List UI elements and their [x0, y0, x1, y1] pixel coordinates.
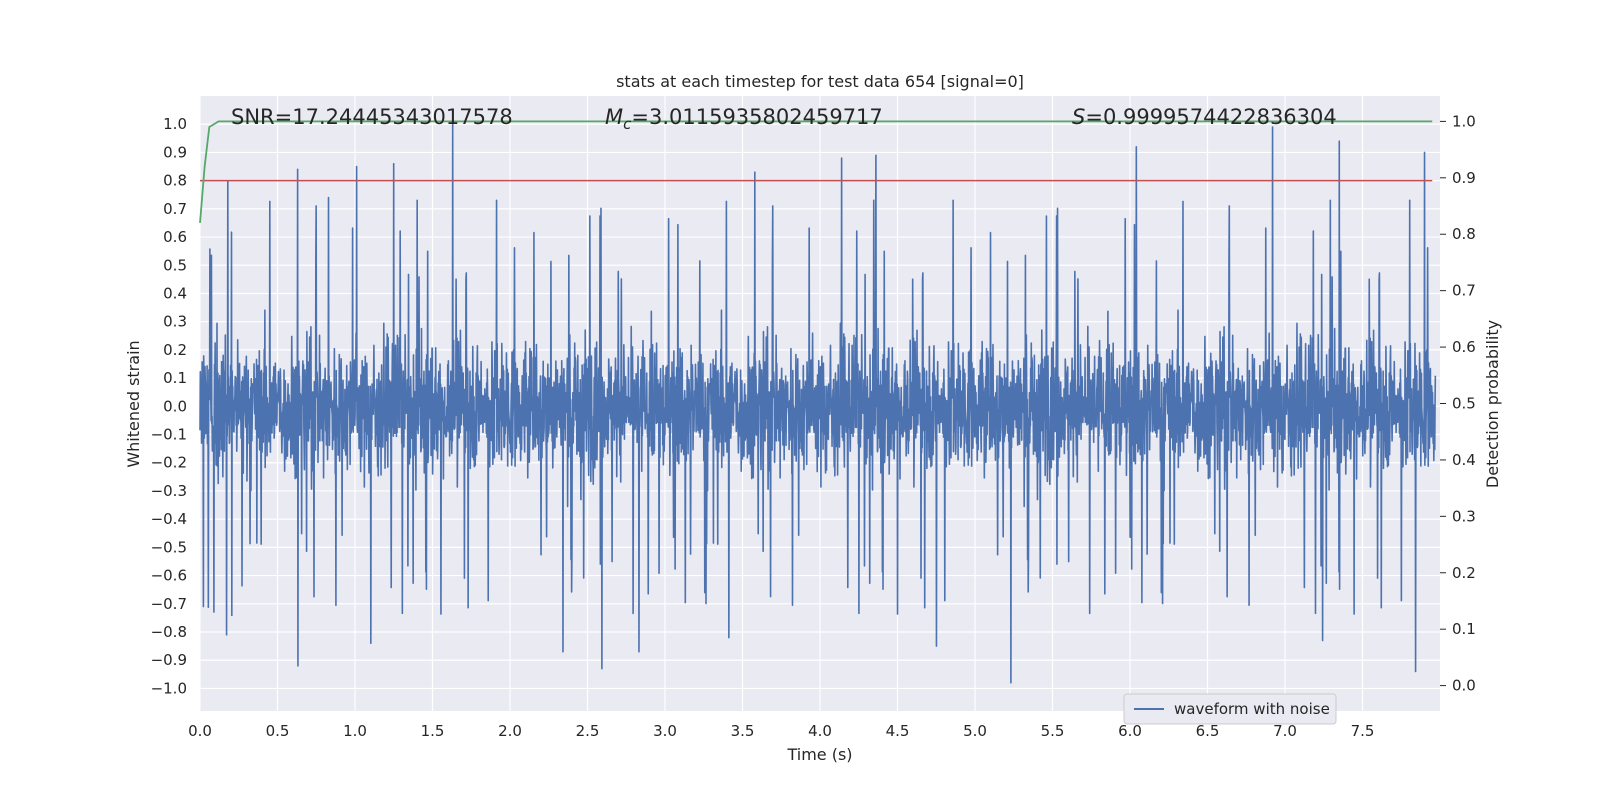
y-left-tick-label: 0.3	[163, 313, 187, 331]
legend-box	[1123, 693, 1337, 725]
y-left-tick-label: 0.9	[163, 143, 187, 161]
x-tick-label: 3.0	[653, 722, 677, 740]
overlay-lines	[199, 120, 1433, 224]
y-right-tick-label: 0.3	[1452, 507, 1476, 525]
legend-label-waveform: waveform with noise	[1174, 700, 1330, 718]
y-right-tick-label: 0.8	[1452, 225, 1476, 243]
detection-stat-value: =0.9999574422836304	[1085, 105, 1336, 129]
y-left-tick-label: −0.3	[151, 482, 187, 500]
chirp-mass-annotation: Mc=3.0115935802459717	[605, 105, 883, 133]
snr-annotation: SNR=17.24445343017578	[231, 105, 513, 129]
x-axis: 0.0 0.5 1.0 1.5 2.0 2.5 3.0 3.5 4.0 4.5 5.0 5.5 6.0 6…	[188, 722, 1374, 740]
y-left-tick-label: −0.4	[151, 510, 187, 528]
y-right-tick-label: 0.6	[1452, 338, 1476, 356]
y-left-tick-label: 0.7	[163, 200, 187, 218]
y-left-tick-label: 0.1	[163, 369, 187, 387]
y-right-tick-label: 0.5	[1452, 395, 1476, 413]
y-left-tick-label: −0.6	[151, 567, 187, 585]
chirp-mass-subscript: c	[623, 115, 632, 133]
x-tick-label: 2.5	[576, 722, 600, 740]
x-tick-label: 4.5	[886, 722, 910, 740]
x-tick-label: 6.0	[1118, 722, 1142, 740]
y-right-tick-label: 0.0	[1452, 677, 1476, 695]
x-tick-label: 1.0	[343, 722, 367, 740]
y-right-tick-label: 0.7	[1452, 282, 1476, 300]
y-left-tick-label: −0.2	[151, 454, 187, 472]
waveform-line	[199, 123, 1437, 684]
y-right-tick-label: 0.4	[1452, 451, 1476, 469]
y-right-tick-label: 0.1	[1452, 620, 1476, 638]
chirp-mass-symbol: M	[605, 105, 623, 129]
x-axis-label: Time (s)	[786, 745, 852, 764]
x-tick-label: 1.5	[421, 722, 445, 740]
detection-stat-annotation: S=0.9999574422836304	[1072, 105, 1337, 129]
x-tick-label: 0.5	[266, 722, 290, 740]
y-axis-right-label: Detection probability	[1483, 320, 1502, 488]
waveform-series	[199, 123, 1437, 684]
y-right-tick-label: 0.2	[1452, 564, 1476, 582]
x-tick-label: 2.0	[498, 722, 522, 740]
y-right-tick-label: 1.0	[1452, 112, 1476, 130]
x-tick-label: 4.0	[808, 722, 832, 740]
chirp-mass-value: =3.0115935802459717	[631, 105, 882, 129]
y-axis-left-label: Whitened strain	[124, 340, 143, 467]
y-left-tick-label: 0.5	[163, 256, 187, 274]
y-left-tick-label: −0.5	[151, 538, 187, 556]
y-left-tick-label: −0.9	[151, 651, 187, 669]
chart-title: stats at each timestep for test data 654…	[616, 72, 1024, 91]
y-left-tick-label: 0.6	[163, 228, 187, 246]
y-left-tick-label: 0.8	[163, 172, 187, 190]
y-left-tick-label: 0.4	[163, 284, 187, 302]
legend: waveform with noise	[1123, 693, 1337, 725]
x-tick-label: 7.5	[1351, 722, 1375, 740]
y-left-tick-label: −0.8	[151, 623, 187, 641]
y-left-tick-label: −1.0	[151, 679, 187, 697]
y-left-tick-label: 0.0	[163, 397, 187, 415]
y-axis-left: 1.0 0.9 0.8 0.7 0.6 0.5 0.4 0.3 0.2 0.1 0.0 −0.1 −0.…	[151, 115, 187, 697]
detection-stat-symbol: S	[1072, 105, 1085, 129]
x-tick-label: 0.0	[188, 722, 212, 740]
y-left-tick-label: −0.7	[151, 595, 187, 613]
y-left-tick-label: 1.0	[163, 115, 187, 133]
x-tick-label: 6.5	[1196, 722, 1220, 740]
x-tick-label: 7.0	[1273, 722, 1297, 740]
y-left-tick-label: −0.1	[151, 426, 187, 444]
y-left-tick-label: 0.2	[163, 341, 187, 359]
x-tick-label: 3.5	[731, 722, 755, 740]
x-tick-label: 5.5	[1041, 722, 1065, 740]
x-tick-label: 5.0	[963, 722, 987, 740]
detection-probability-line	[199, 120, 1433, 224]
y-right-tick-label: 0.9	[1452, 169, 1476, 187]
y-axis-right: 1.0 0.9 0.8 0.7 0.6 0.5 0.4 0.3 0.2 0.1 0.0	[1440, 112, 1476, 695]
